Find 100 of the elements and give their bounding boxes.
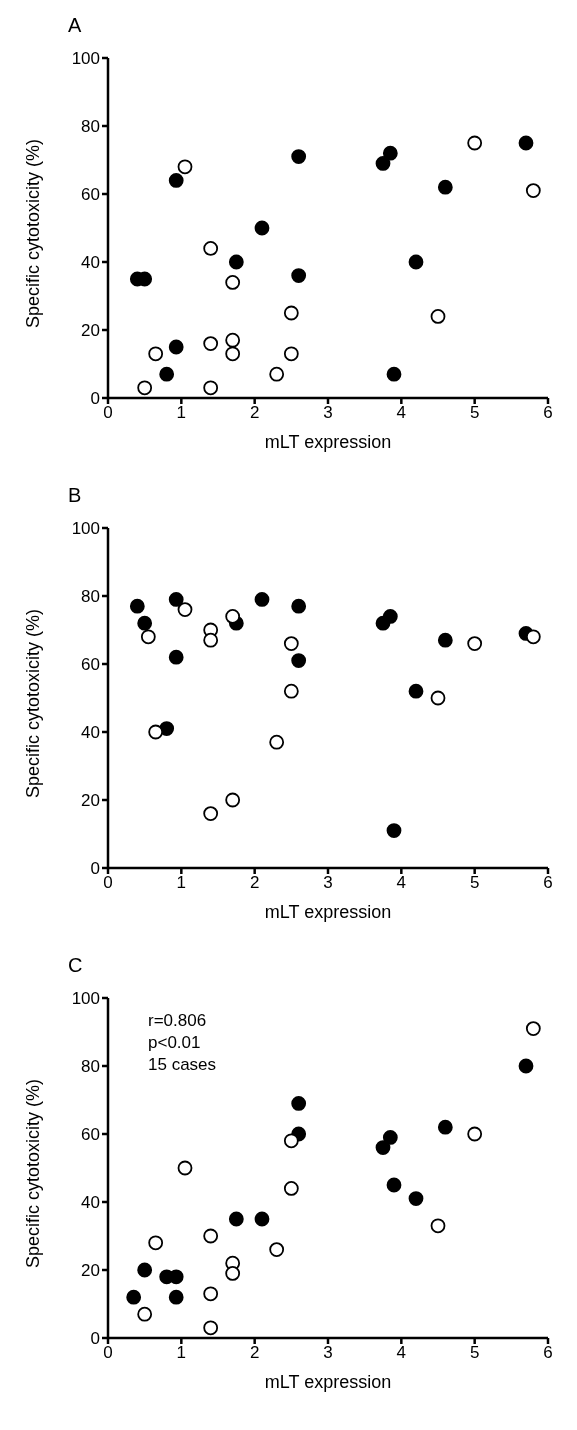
point [437,632,453,648]
point [386,366,402,382]
point [525,1021,541,1036]
x-tick-label: 6 [543,873,553,893]
point [467,135,483,151]
point [168,339,184,355]
x-tick-label: 5 [469,403,480,423]
x-tick-label: 3 [323,873,333,893]
point [148,1235,164,1251]
x-axis-title: mLT expression [264,432,392,452]
point [177,602,193,617]
y-tick-label: 0 [90,1329,100,1349]
point [291,653,307,668]
point [375,1140,391,1155]
x-tick-label: 2 [249,1343,260,1363]
point [408,1191,424,1206]
point [408,683,424,699]
y-tick-label: 100 [71,989,100,1009]
point [137,1262,153,1278]
point [386,823,402,838]
point [168,592,184,607]
x-tick-label: 0 [103,1343,113,1363]
y-tick-label: 20 [81,791,100,811]
point [375,156,391,171]
x-tick-label: 0 [103,403,113,423]
y-tick-label: 20 [81,1261,100,1281]
y-tick-label: 60 [81,185,100,205]
point [283,346,299,362]
point [177,1160,193,1176]
point [382,609,398,624]
point [203,1286,219,1302]
point [269,734,285,750]
x-tick-label: 4 [396,403,407,423]
x-axis-title: mLT expression [264,1372,392,1392]
x-tick-label: 0 [103,873,113,893]
x-tick-label: 2 [249,873,260,893]
point [283,636,299,651]
point [137,380,153,396]
y-tick-label: 60 [81,655,100,675]
point [225,346,241,362]
y-tick-label: 40 [81,1193,100,1213]
y-tick-label: 40 [81,723,100,743]
y-axis-title: Specific cytotoxicity (%) [23,1078,44,1268]
y-tick-label: 60 [81,1125,100,1145]
point [203,1320,219,1336]
point [382,145,398,161]
point [254,592,270,607]
point [168,173,184,188]
point [254,220,270,236]
point [430,690,446,706]
point [291,598,307,614]
y-tick-label: 100 [71,49,100,69]
point [228,254,244,270]
chart-title: A [68,14,82,37]
x-tick-label: 1 [176,873,187,893]
point [140,629,156,645]
point [126,1289,142,1305]
point [291,149,307,164]
point [203,1228,219,1244]
x-axis-title: mLT expression [264,902,392,922]
point [382,1130,398,1145]
point [518,135,534,151]
point [225,332,241,348]
x-tick-label: 1 [176,403,187,423]
point [159,366,175,382]
x-tick-label: 6 [543,1343,553,1363]
point [291,1096,307,1111]
point [177,159,193,175]
point [225,609,241,624]
annotation: 15 cases [148,1054,217,1076]
y-tick-label: 100 [71,519,100,539]
y-tick-label: 80 [81,1057,100,1077]
y-tick-label: 0 [90,389,100,409]
point [430,309,446,324]
point [269,1242,285,1257]
x-tick-label: 6 [543,403,553,423]
point [148,346,164,362]
chart-title: B [68,484,82,507]
y-axis-title: Specific cytotoxicity (%) [23,138,44,328]
point [269,366,285,382]
point [291,268,307,283]
x-tick-label: 4 [396,1343,407,1363]
point [203,336,219,351]
point [467,636,483,651]
annotation: r=0.806 [148,1010,208,1032]
point [168,1289,184,1305]
point [386,1177,402,1193]
point [408,254,424,270]
point [525,629,541,645]
point [225,275,241,290]
y-tick-label: 0 [90,859,100,879]
x-tick-label: 2 [249,403,260,423]
x-tick-label: 3 [323,403,333,423]
point [137,1306,153,1322]
point [129,598,145,614]
point [137,615,153,631]
point [283,1181,299,1196]
point [225,1266,241,1281]
point [203,806,219,821]
point [203,632,219,648]
